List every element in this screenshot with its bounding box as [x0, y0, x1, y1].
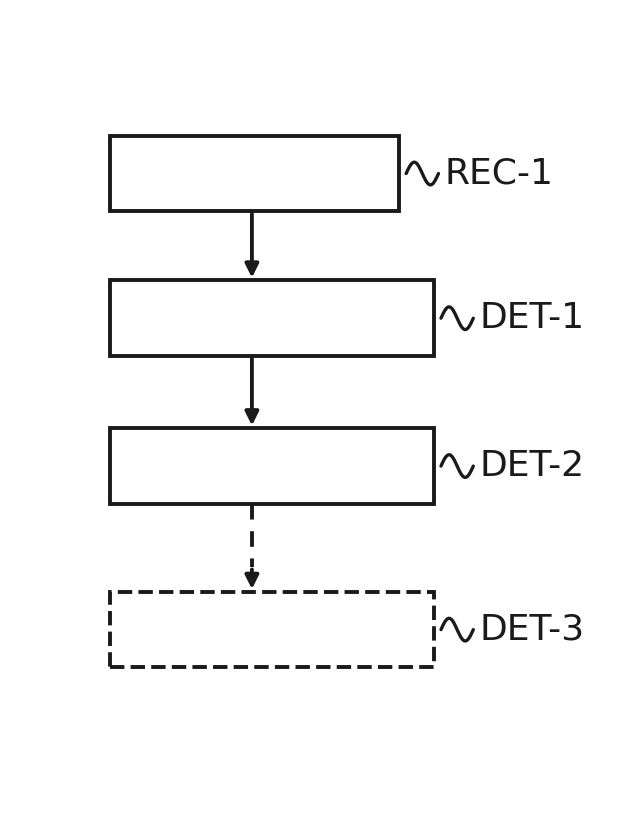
Text: DET-1: DET-1: [480, 301, 584, 335]
Bar: [110, 428, 433, 504]
Text: DET-3: DET-3: [480, 613, 584, 646]
Text: DET-2: DET-2: [480, 449, 584, 483]
Bar: [110, 280, 433, 356]
Text: REC-1: REC-1: [444, 157, 553, 190]
Bar: [110, 136, 399, 212]
Bar: [110, 592, 433, 667]
